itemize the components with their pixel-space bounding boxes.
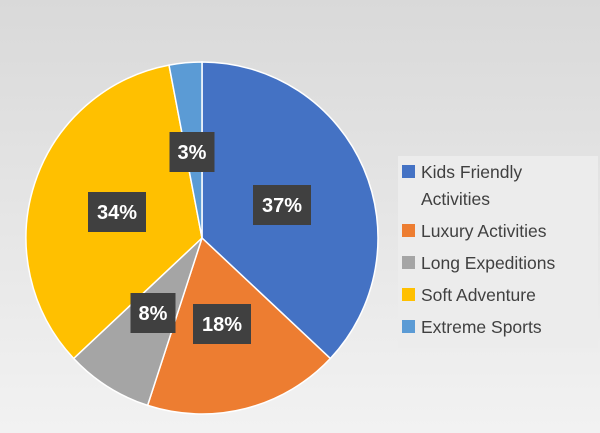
legend-label: Extreme Sports bbox=[421, 317, 542, 337]
legend-swatch bbox=[402, 256, 415, 269]
pie-slices bbox=[25, 61, 379, 415]
data-label-group: 8% bbox=[130, 293, 176, 333]
data-label-box bbox=[169, 132, 215, 172]
legend-swatch bbox=[402, 320, 415, 333]
legend-swatch bbox=[402, 224, 415, 237]
legend-item: Kids Friendly Activities bbox=[402, 159, 592, 213]
legend-label: Kids Friendly Activities bbox=[421, 162, 523, 209]
legend-item: Long Expeditions bbox=[402, 250, 592, 277]
data-label-box bbox=[130, 293, 176, 333]
legend-item: Luxury Activities bbox=[402, 218, 592, 245]
data-label-box bbox=[253, 185, 311, 225]
data-label-group: 18% bbox=[193, 304, 251, 344]
pie-data-labels: 37% 18% 8% 34% 3% bbox=[88, 132, 311, 344]
legend-item: Soft Adventure bbox=[402, 282, 592, 309]
legend-item: Extreme Sports bbox=[402, 314, 592, 341]
legend-label: Luxury Activities bbox=[421, 221, 547, 241]
legend-label: Long Expeditions bbox=[421, 253, 556, 273]
legend-swatch bbox=[402, 165, 415, 178]
data-label: 37% bbox=[262, 195, 302, 217]
legend-swatch bbox=[402, 288, 415, 301]
data-label-box bbox=[193, 304, 251, 344]
legend: Kids Friendly Activities Luxury Activitie… bbox=[398, 156, 598, 348]
data-label-group: 37% bbox=[253, 185, 311, 225]
data-label: 34% bbox=[97, 202, 137, 224]
data-label: 3% bbox=[178, 142, 207, 164]
data-label-group: 3% bbox=[169, 132, 215, 172]
data-label-group: 34% bbox=[88, 192, 146, 232]
legend-label: Soft Adventure bbox=[421, 285, 536, 305]
data-label: 18% bbox=[202, 314, 242, 336]
data-label: 8% bbox=[139, 303, 168, 325]
data-label-box bbox=[88, 192, 146, 232]
